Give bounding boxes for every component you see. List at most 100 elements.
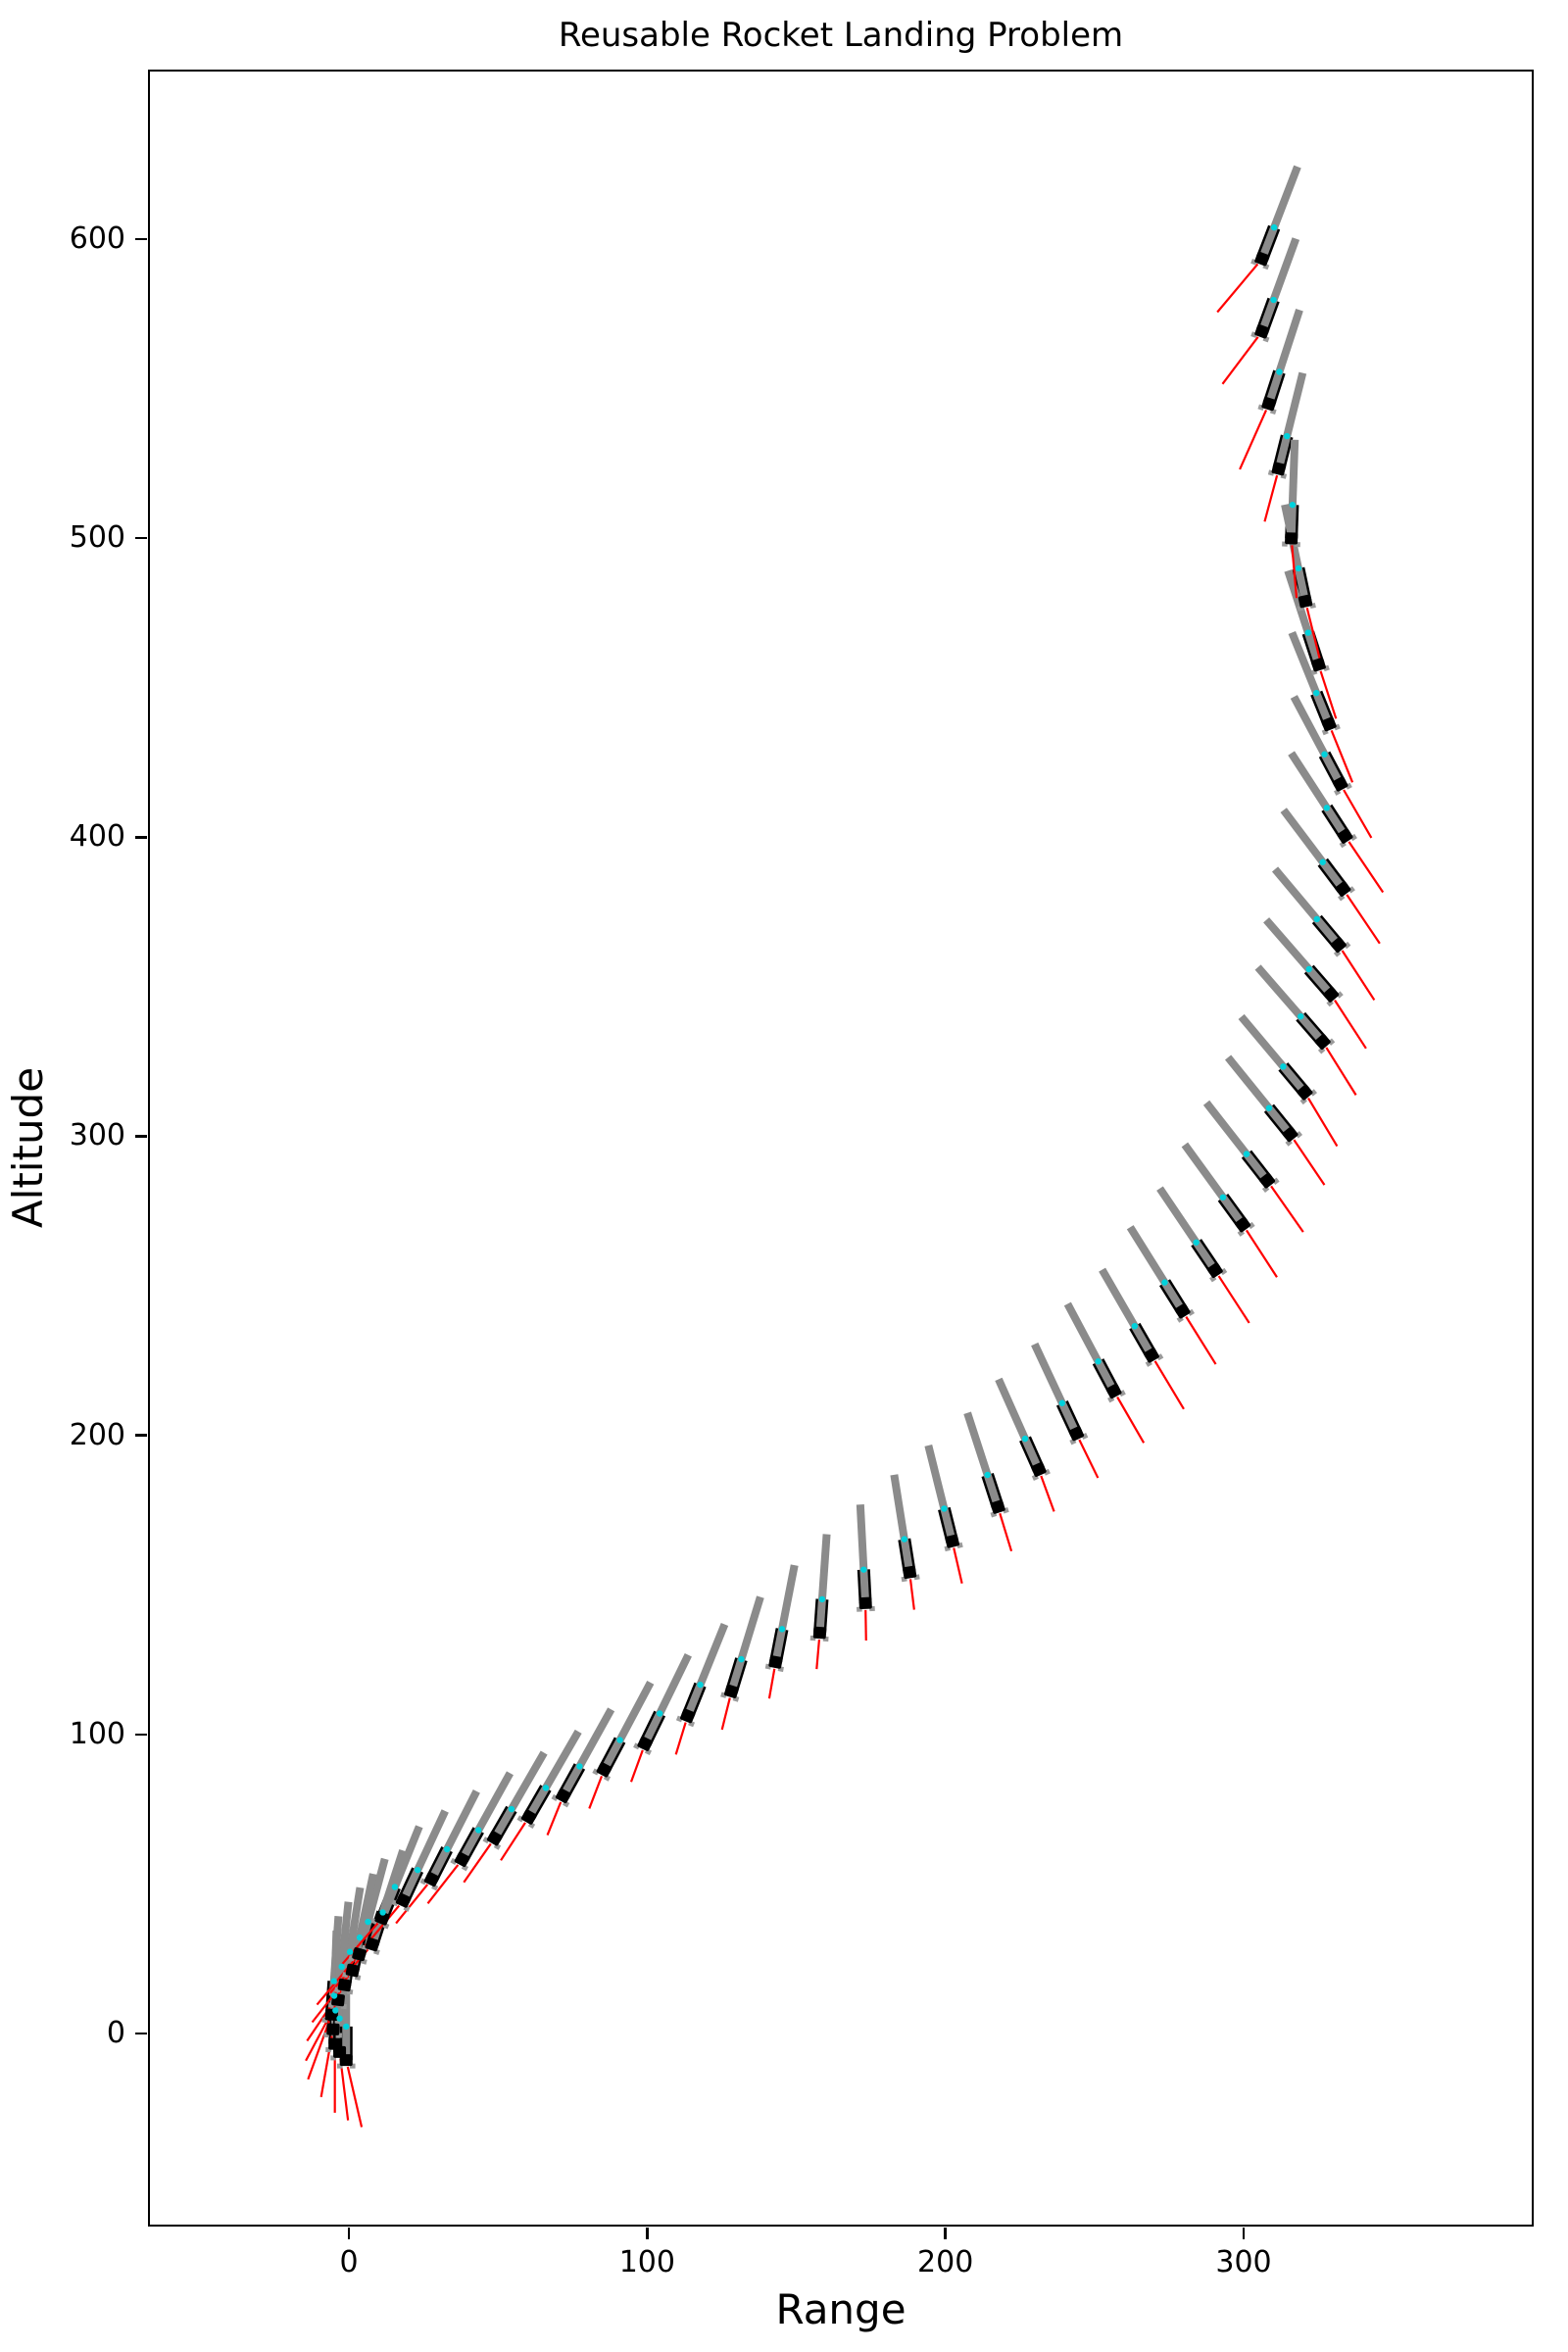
thrust-vector	[1292, 1138, 1325, 1186]
engine-base	[596, 1761, 612, 1777]
engine-base	[365, 1936, 380, 1951]
landing-foot-right	[1327, 1038, 1335, 1046]
thrust-vector	[306, 2020, 330, 2080]
thrust-vector	[1245, 1229, 1278, 1278]
joint-marker	[1323, 804, 1330, 811]
rocket-body	[1202, 1100, 1270, 1183]
joint-marker	[1094, 1357, 1102, 1364]
engine-base	[423, 1871, 439, 1886]
y-tick-label: 400	[69, 819, 125, 855]
rocket-body	[771, 1563, 799, 1663]
rocket-body	[1290, 694, 1344, 786]
engine-base	[1253, 251, 1270, 266]
thrust-vector	[1215, 263, 1258, 313]
y-tick-label: 0	[106, 2015, 125, 2050]
engine-base	[454, 1851, 470, 1867]
y-tick-mark	[135, 2032, 147, 2035]
joint-marker	[443, 1845, 450, 1852]
x-tick-mark	[944, 2227, 947, 2239]
joint-marker	[778, 1625, 785, 1633]
plot-area	[147, 69, 1534, 2227]
thrust-vector	[908, 1578, 915, 1610]
thrust-vector	[1319, 669, 1337, 719]
y-tick-mark	[135, 536, 147, 540]
landing-foot-right	[1219, 1267, 1227, 1275]
rocket-bodies-layer	[324, 165, 1350, 2060]
engine-base	[1068, 1425, 1084, 1441]
joint-marker	[1192, 1239, 1200, 1246]
joint-marker	[1289, 501, 1296, 508]
y-tick-label: 200	[69, 1417, 125, 1452]
x-tick-mark	[1242, 2227, 1246, 2239]
rocket-body	[1262, 916, 1334, 997]
engine-base	[1281, 1125, 1298, 1142]
thrust-vector	[814, 1639, 820, 1669]
thrust-vector	[1221, 335, 1259, 384]
thrust-vector	[1290, 544, 1298, 598]
joint-marker	[356, 1934, 363, 1940]
engine-base	[325, 2023, 340, 2035]
joint-marker	[337, 1963, 345, 1970]
joint-marker	[940, 1504, 948, 1512]
y-tick-mark	[135, 836, 147, 839]
y-tick-mark	[135, 1434, 147, 1437]
thrust-vector	[863, 1609, 867, 1641]
y-tick-label: 300	[69, 1118, 125, 1153]
joint-marker	[615, 1736, 623, 1743]
landing-foot-right	[1271, 1177, 1280, 1185]
x-tick-mark	[347, 2227, 351, 2239]
joint-marker	[1313, 915, 1320, 922]
engine-base	[858, 1596, 872, 1609]
rocket-body	[1280, 503, 1309, 602]
rocket-bases-layer	[320, 223, 1357, 2069]
rocket-body	[458, 1770, 514, 1861]
rocket-body	[1181, 1142, 1246, 1227]
joint-marker	[696, 1681, 704, 1688]
thrust-vector	[767, 1668, 775, 1698]
joint-marker	[508, 1805, 514, 1812]
joint-marker	[1269, 296, 1277, 303]
engine-base	[486, 1830, 503, 1845]
engine-base	[1320, 716, 1337, 731]
engine-base	[1234, 1216, 1250, 1232]
engine-base	[1332, 775, 1348, 792]
engine-base	[1322, 986, 1339, 1003]
thrust-vector	[1330, 729, 1353, 783]
y-tick-mark	[135, 237, 147, 241]
engine-base	[1330, 936, 1347, 953]
thrust-vector	[1262, 474, 1278, 522]
landing-foot-left	[336, 2063, 342, 2069]
thrust-vector	[952, 1546, 963, 1584]
thrust-vector	[1345, 893, 1381, 944]
joint-marker	[901, 1535, 907, 1543]
engine-base	[636, 1736, 653, 1751]
rocket-body	[1264, 308, 1303, 405]
thrust-vector	[394, 1883, 428, 1924]
joint-marker	[1160, 1278, 1168, 1286]
engine-base	[1314, 1033, 1331, 1050]
landing-foot-right	[1349, 833, 1357, 841]
y-axis-label: Altitude	[4, 1066, 52, 1229]
rocket-body	[1126, 1224, 1186, 1313]
thrust-vector	[1347, 840, 1384, 893]
landing-foot-right	[349, 2063, 356, 2069]
engine-base	[902, 1565, 916, 1579]
rocket-body	[559, 1706, 614, 1797]
thrust-vector	[1342, 788, 1372, 838]
joint-marker	[474, 1826, 481, 1834]
landing-foot-right	[1335, 990, 1344, 999]
x-tick-label: 100	[618, 2245, 675, 2279]
thrust-vector	[629, 1748, 644, 1783]
joint-marker	[391, 1883, 398, 1890]
engine-base	[345, 1963, 360, 1977]
thrust-vector	[674, 1721, 687, 1755]
engine-base	[339, 2053, 353, 2066]
x-tick-label: 0	[339, 2245, 359, 2279]
engine-base	[1143, 1347, 1159, 1363]
engine-base	[1258, 1172, 1275, 1189]
engine-base	[944, 1534, 959, 1548]
thrust-vector	[1217, 1274, 1250, 1324]
joint-marker	[575, 1762, 583, 1770]
x-tick-label: 200	[917, 2245, 974, 2279]
